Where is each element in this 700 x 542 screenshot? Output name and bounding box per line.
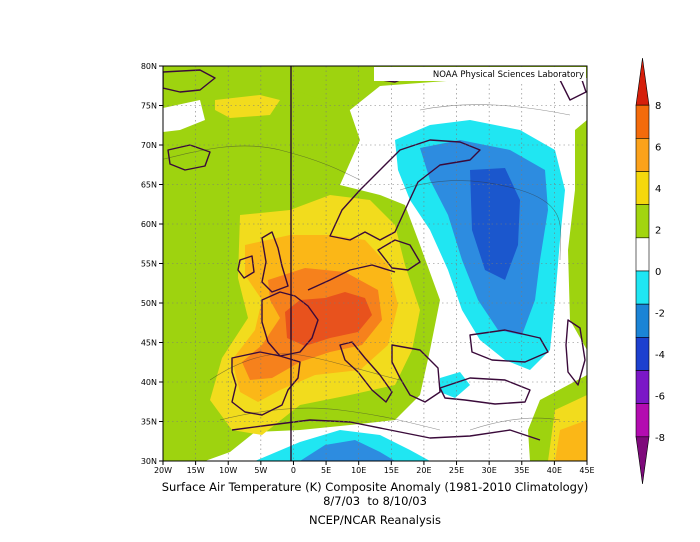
lon-tick-label: 45E bbox=[579, 466, 594, 475]
coastlines bbox=[163, 67, 587, 441]
lat-tick-label: 35N bbox=[141, 418, 157, 427]
colorbar-swatch bbox=[635, 436, 650, 485]
lon-tick-label: 15W bbox=[187, 466, 205, 475]
colorbar-label: 4 bbox=[655, 184, 661, 195]
caption-date-range: 8/7/03 to 8/10/03 bbox=[323, 494, 427, 508]
lon-tick-label: 10W bbox=[219, 466, 237, 475]
lon-tick-label: 10E bbox=[351, 466, 366, 475]
credit-text: NOAA Physical Sciences Laboratory bbox=[433, 70, 584, 80]
lon-tick-label: 40E bbox=[547, 466, 562, 475]
colorbar-label: -6 bbox=[655, 391, 665, 402]
grid-lines bbox=[163, 66, 587, 461]
colorbar-swatch bbox=[635, 204, 650, 239]
colorbar-label: 0 bbox=[655, 267, 661, 278]
colorbar-swatch bbox=[635, 403, 650, 438]
lat-tick-label: 65N bbox=[141, 181, 157, 190]
latitude-ticks: 80N 75N 70N 65N 60N 55N 50N 45N 40N 35N 30N bbox=[141, 62, 163, 466]
lon-tick-label: 35E bbox=[514, 466, 529, 475]
colorbar-swatch bbox=[635, 337, 650, 371]
lon-tick-label: 30E bbox=[482, 466, 497, 475]
colorbar-swatch bbox=[635, 171, 650, 205]
colorbar-label: -8 bbox=[655, 433, 665, 444]
cool-anomaly-aegean bbox=[440, 372, 470, 398]
colorbar-swatch bbox=[635, 270, 650, 305]
map-field bbox=[163, 66, 587, 461]
lon-tick-label: 20E bbox=[416, 466, 431, 475]
lat-tick-label: 30N bbox=[141, 457, 157, 466]
neutral-north-atlantic bbox=[163, 100, 205, 132]
colorbar-label: 6 bbox=[655, 143, 661, 154]
colorbar-swatch bbox=[635, 237, 650, 272]
colorbar-swatch bbox=[635, 57, 650, 106]
lon-tick-label: 25E bbox=[449, 466, 464, 475]
cool-anomaly-darkblue bbox=[470, 168, 520, 280]
colorbar-swatch bbox=[635, 303, 650, 338]
caption-source: NCEP/NCAR Reanalysis bbox=[309, 513, 441, 527]
lat-tick-label: 40N bbox=[141, 378, 157, 387]
colorbar: 8 6 4 2 0 -2 -4 -6 -8 bbox=[635, 57, 665, 485]
lon-tick-label: 15E bbox=[384, 466, 399, 475]
lat-tick-label: 60N bbox=[141, 220, 157, 229]
lat-tick-label: 55N bbox=[141, 260, 157, 269]
colorbar-swatch bbox=[635, 138, 650, 172]
colorbar-label: -2 bbox=[655, 308, 665, 319]
contour-lines bbox=[163, 104, 571, 431]
colorbar-label: 8 bbox=[655, 101, 661, 112]
caption-title: Surface Air Temperature (K) Composite An… bbox=[161, 480, 589, 494]
cool-anomaly-south-blue bbox=[300, 440, 395, 461]
lat-tick-label: 75N bbox=[141, 102, 157, 111]
lat-tick-label: 80N bbox=[141, 62, 157, 71]
credit-box bbox=[374, 67, 586, 81]
lon-tick-label: 20W bbox=[154, 466, 172, 475]
warm-anomaly-east bbox=[568, 120, 587, 350]
lon-tick-label: 5W bbox=[254, 466, 267, 475]
lat-tick-label: 50N bbox=[141, 299, 157, 308]
colorbar-label: -4 bbox=[655, 350, 665, 361]
colorbar-swatch bbox=[635, 370, 650, 404]
longitude-ticks: 20W 15W 10W 5W 0 5E 10E 15E 20E 25E 30E 35E 40E 45E bbox=[154, 461, 595, 475]
warm-anomaly-orange-light-se bbox=[555, 420, 587, 461]
colorbar-label: 2 bbox=[655, 226, 661, 237]
lat-tick-label: 70N bbox=[141, 141, 157, 150]
colorbar-swatch bbox=[635, 104, 650, 139]
lat-tick-label: 45N bbox=[141, 339, 157, 348]
lon-tick-label: 0 bbox=[291, 466, 296, 475]
lon-tick-label: 5E bbox=[321, 466, 331, 475]
